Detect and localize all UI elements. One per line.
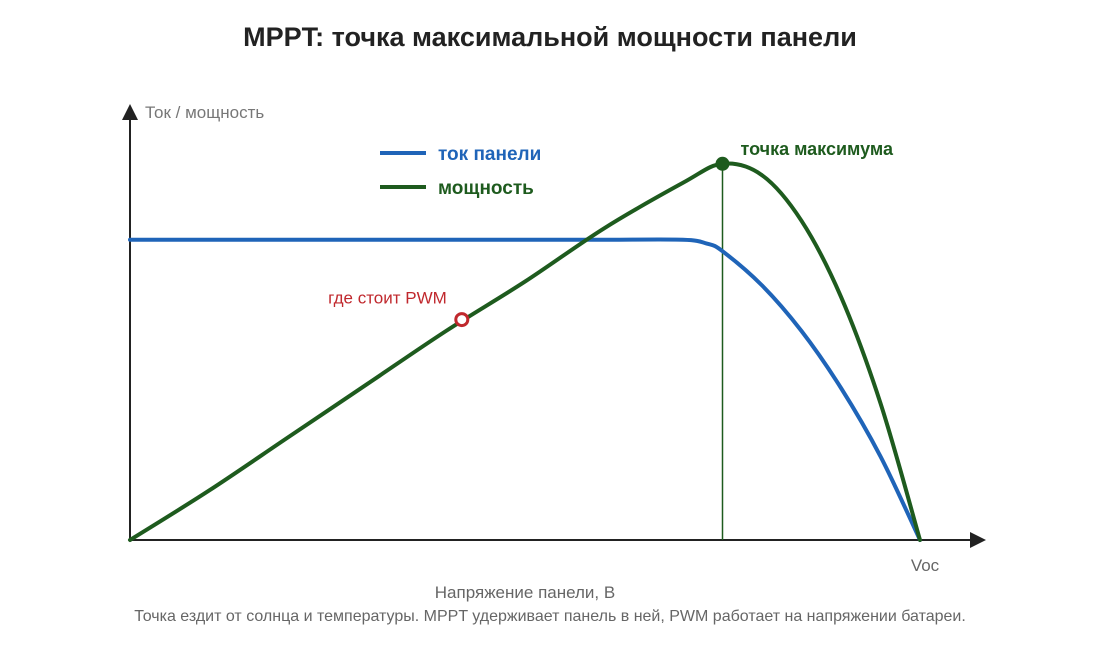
max-power-point	[715, 156, 730, 171]
x-axis-label: Напряжение панели, В	[435, 583, 615, 602]
chart-title: MPPT: точка максимальной мощности панели	[243, 22, 857, 52]
x-tick-label-voc: Voc	[911, 556, 940, 575]
pwm-label: где стоит PWM	[328, 289, 447, 308]
series-line-panel-current	[128, 237, 922, 542]
y-axis-label: Ток / мощность	[145, 103, 264, 122]
series-line-power	[128, 161, 922, 542]
chart-caption: Точка ездит от солнца и температуры. MPP…	[134, 608, 966, 625]
legend-label-panel-current: ток панели	[438, 144, 541, 165]
max-power-label: точка максимума	[741, 139, 894, 159]
pwm-point	[454, 312, 470, 328]
chart-marks: точка максимума где стоит PWM	[128, 139, 922, 542]
legend-label-power: мощность	[438, 178, 534, 199]
legend: ток панели мощность	[380, 144, 541, 199]
